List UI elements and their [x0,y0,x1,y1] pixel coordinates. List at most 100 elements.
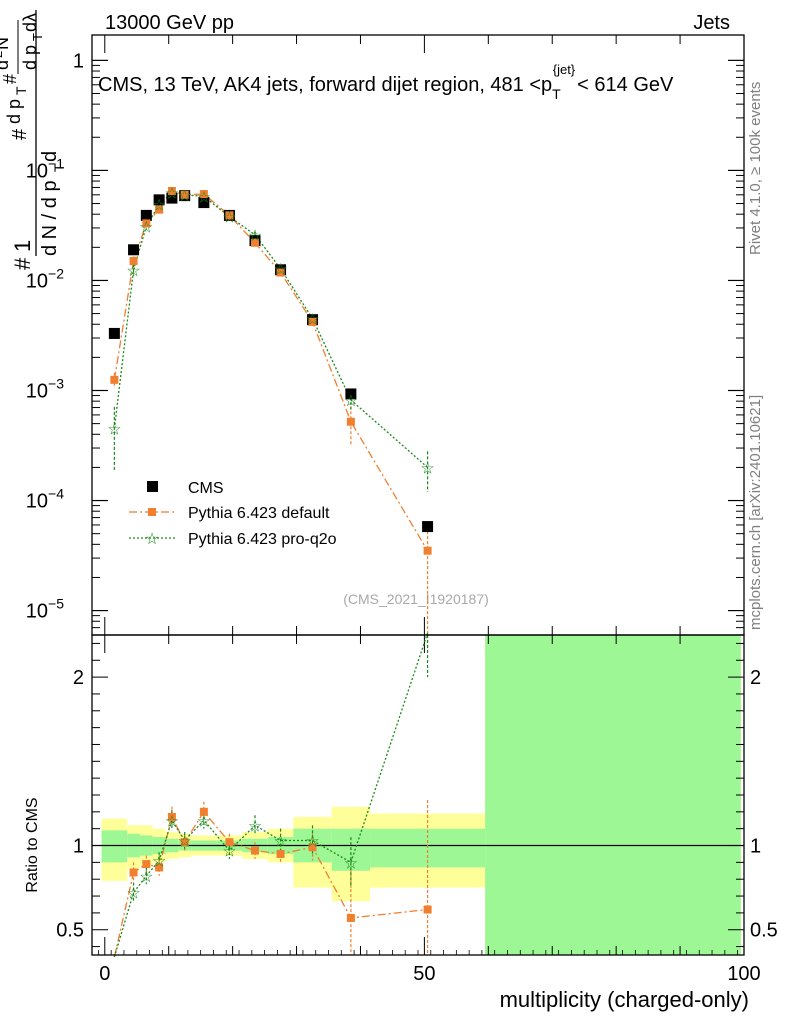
upper-y-tick-label: 1 [73,50,84,72]
default-ratio-point [346,913,355,922]
lower-y-tick-label-right: 1 [750,836,761,858]
svg-text:#: # [9,128,31,140]
legend-default-marker [148,508,156,516]
upper-data-layer: ☆☆☆☆☆☆ ☆☆☆☆☆☆☆ [107,185,435,635]
svg-text:T: T [30,33,45,41]
cms-data-point [166,192,178,204]
upper-y-tick-label: 10−4 [26,486,64,513]
default-ratio-point [167,812,176,821]
analysis-watermark: (CMS_2021_I1920187) [343,591,489,607]
proq2o-data-point: ☆ [165,185,179,202]
svg-text:d p: d p [4,99,24,124]
default-ratio-point [180,838,189,847]
proq2o-ratio-point: ☆ [152,854,166,871]
plot-title: CMS, 13 TeV, AK4 jets, forward dijet reg… [98,62,674,102]
default-data-point [180,190,189,199]
ratio-uncertainty-bands [92,635,744,955]
lower-y-tick-label: 2 [73,667,84,689]
legend-cms-marker [147,481,158,492]
svg-text:N: N [0,37,12,50]
svg-text:#: # [0,74,20,84]
default-data-point [142,219,151,228]
lower-y-tick-label: 0.5 [56,920,84,942]
proq2o-data-point: ☆ [126,263,140,280]
default-ratio-point [308,843,317,852]
proq2o-data-point: ☆ [222,210,236,227]
proq2o-data-point: ☆ [197,189,211,206]
svg-text:d N / d p: d N / d p [39,180,61,256]
legend: CMS Pythia 6.423 default ☆ Pythia 6.423 … [129,480,337,548]
default-series-line [113,190,429,552]
upper-y-tick-label: 10−1 [26,155,64,182]
proq2o-ratio-line [113,632,429,958]
proq2o-data-point: ☆ [305,312,319,329]
header-left-label: 13000 GeV pp [105,12,234,34]
lower-panel-frame [91,634,745,956]
cms-data-point [153,194,165,206]
default-data-point [167,186,176,195]
upper-y-tick-label: 10−3 [26,375,64,402]
legend-default-label: Pythia 6.423 default [188,505,330,522]
default-data-point [346,417,355,426]
proq2o-data-point: ☆ [420,460,434,477]
default-data-point [423,546,432,555]
lower-y-tick-label-right: 2 [750,667,761,689]
default-ratio-point [142,860,151,869]
default-data-point [155,205,164,214]
lower-axis-ticks: 0.5 0.5 1 1 2 2 0 50 100 [56,635,778,985]
cms-data-point [345,388,357,400]
default-data-point [129,257,138,266]
legend-proq2o-label: Pythia 6.423 pro-q2o [188,531,337,548]
proq2o-series-line [113,191,429,468]
plot-title-end: < 614 GeV [577,74,674,96]
plot-title-main: CMS, 13 TeV, AK4 jets, forward dijet reg… [98,74,552,96]
default-data-point [199,190,208,199]
default-ratio-point [276,849,285,858]
plot-title-sub: T [552,86,561,102]
lower-data-layer: ☆☆☆☆☆☆☆☆☆ ☆☆ [113,632,432,958]
inner-uncertainty-band [101,830,128,863]
x-tick-label: 0 [99,963,110,985]
svg-text:1: 1 [10,240,35,252]
svg-text:#: # [10,257,35,270]
proq2o-data-point: ☆ [344,393,358,410]
cms-data-point [108,327,120,339]
x-tick-label: 100 [727,963,760,985]
lower-y-axis-label: Ratio to CMS [24,797,41,892]
upper-y-tick-label: 10−5 [26,596,64,623]
default-ratio-point [199,807,208,816]
default-data-point [225,211,234,220]
proq2o-ratio-point: ☆ [197,813,211,830]
proq2o-ratio-point: ☆ [126,886,140,903]
upper-y-tick-label: 10−2 [26,265,64,292]
legend-cms-label: CMS [188,480,224,497]
lower-y-tick-label-right: 0.5 [750,920,778,942]
x-axis-label: multiplicity (charged-only) [500,987,749,1012]
default-data-point [110,375,119,384]
lower-y-tick-label: 1 [73,836,84,858]
default-ratio-point [423,905,432,914]
default-ratio-point [225,838,234,847]
default-ratio-point [251,846,259,855]
proq2o-data-point: ☆ [248,228,262,245]
header-right-label: Jets [693,12,730,34]
x-tick-label: 50 [413,963,435,985]
cms-data-point [422,521,434,533]
svg-text:d: d [39,151,61,162]
proq2o-ratio-point: ☆ [222,844,236,861]
proq2o-data-point: ☆ [273,262,287,279]
proq2o-ratio-point: ☆ [305,833,319,850]
proq2o-data-point: ☆ [107,422,121,439]
svg-text:T: T [51,163,67,172]
proq2o-ratio-point: ☆ [139,869,153,886]
proq2o-data-point: ☆ [178,188,192,205]
upper-axis-ticks: 10−5 10−4 10−3 10−2 10−1 1 [26,35,745,636]
inner-uncertainty-band [485,635,741,955]
svg-text:dλ: dλ [20,13,40,32]
proq2o-ratio-point: ☆ [248,818,262,835]
plot-title-sup: {jet} [553,62,576,77]
default-data-point [251,238,259,247]
svg-text:d: d [0,60,12,70]
cms-data-point [140,209,152,221]
